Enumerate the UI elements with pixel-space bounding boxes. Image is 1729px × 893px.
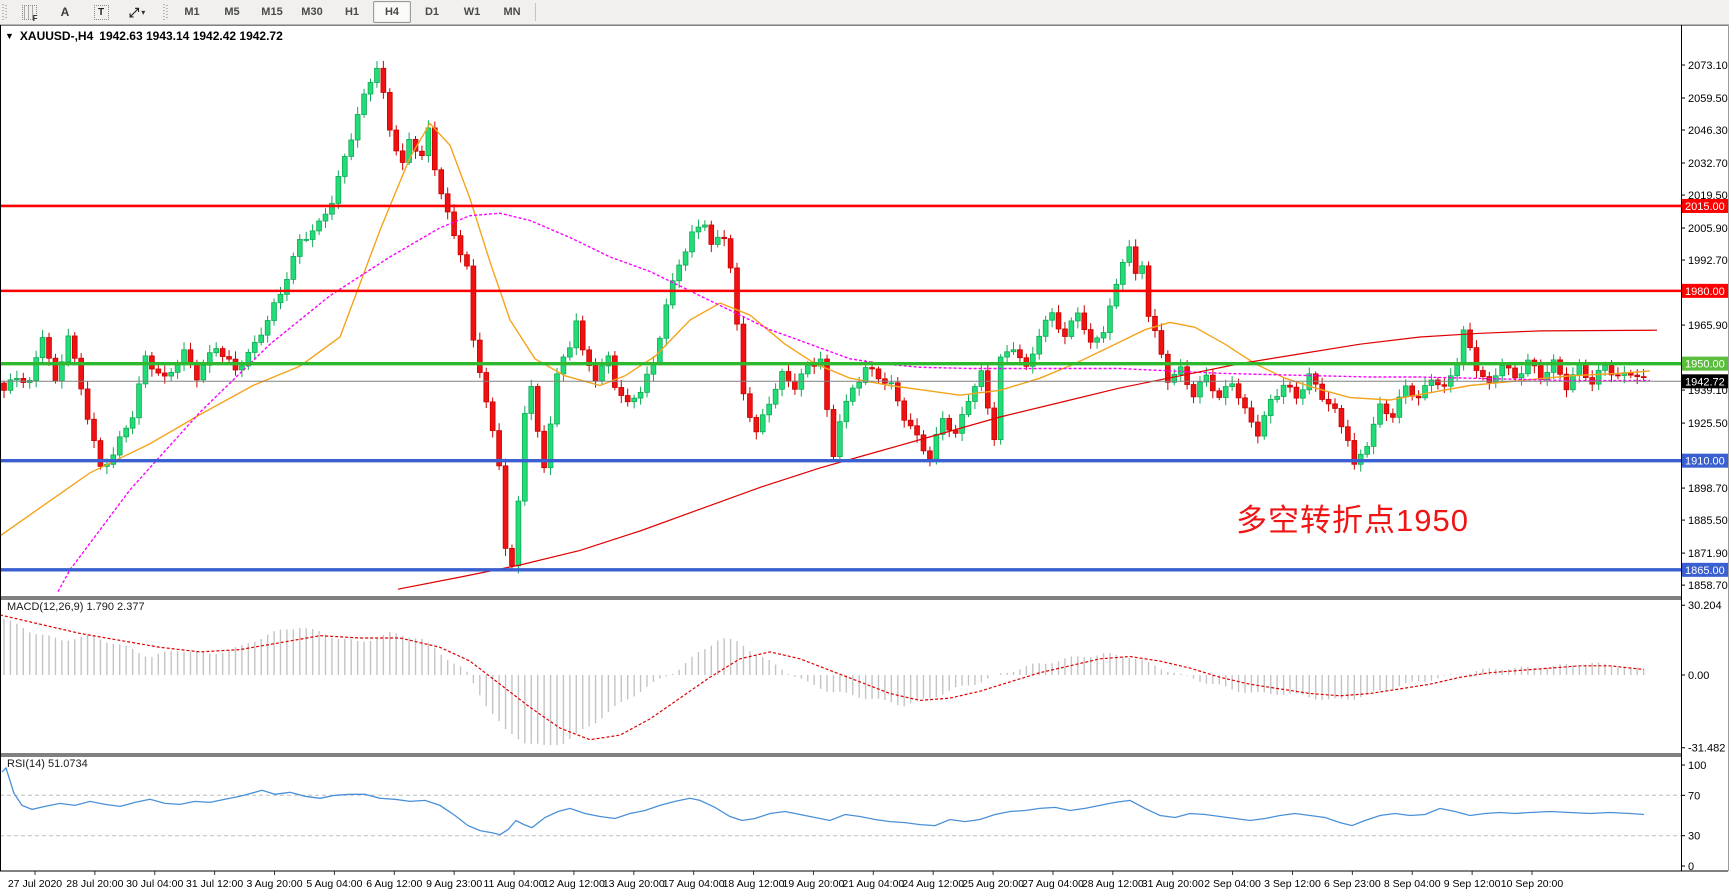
macd-panel[interactable]: 30.204 0.00 -31.482: [3, 600, 1725, 755]
svg-text:1992.70: 1992.70: [1688, 255, 1728, 267]
timeframe-button-m15[interactable]: M15: [261, 6, 283, 18]
svg-text:11 Aug 04:00: 11 Aug 04:00: [483, 878, 544, 890]
symbol-period-label: XAUUSD-,H4: [19, 29, 94, 43]
svg-text:28 Jul 20:00: 28 Jul 20:00: [66, 878, 123, 890]
svg-text:2046.30: 2046.30: [1688, 125, 1728, 137]
chart-text-annotation: 多空转折点1950: [1236, 503, 1469, 538]
svg-text:2032.70: 2032.70: [1688, 158, 1728, 170]
candlestick-series: [1, 60, 1647, 574]
svg-text:1858.70: 1858.70: [1688, 580, 1728, 592]
svg-text:30 Jul 04:00: 30 Jul 04:00: [126, 878, 183, 890]
crosshair-tool-button[interactable]: ⤢ ▾: [120, 1, 154, 23]
text-box-button[interactable]: T: [84, 1, 118, 23]
toolbar: F A T ⤢ ▾ M1 M5 M15 M30 H1 H4 D1 W1 MN: [0, 0, 1729, 25]
timeframe-button-d1[interactable]: D1: [424, 6, 440, 18]
svg-text:27 Jul 2020: 27 Jul 2020: [8, 878, 62, 890]
svg-text:8 Sep 04:00: 8 Sep 04:00: [1384, 878, 1441, 890]
rsi-panel[interactable]: 100 70 30 0: [0, 760, 1706, 873]
toolbar-grip[interactable]: [2, 4, 7, 20]
svg-text:17 Aug 04:00: 17 Aug 04:00: [663, 878, 725, 890]
svg-text:2005.90: 2005.90: [1688, 223, 1728, 235]
text-label-icon: A: [60, 5, 70, 19]
svg-text:9 Aug 23:00: 9 Aug 23:00: [426, 878, 482, 890]
svg-text:13 Aug 20:00: 13 Aug 20:00: [603, 878, 665, 890]
svg-text:27 Aug 04:00: 27 Aug 04:00: [1022, 878, 1084, 890]
svg-text:2059.50: 2059.50: [1688, 93, 1728, 105]
crosshair-arrows-icon: ⤢: [128, 4, 140, 20]
svg-text:1925.50: 1925.50: [1688, 418, 1728, 430]
svg-text:0.00: 0.00: [1688, 670, 1709, 682]
svg-text:1898.70: 1898.70: [1688, 483, 1728, 495]
svg-text:1885.50: 1885.50: [1688, 515, 1728, 527]
toolbar-grip[interactable]: [163, 4, 168, 20]
horizontal-level-lines[interactable]: [0, 204, 1681, 572]
svg-text:24 Aug 12:00: 24 Aug 12:00: [902, 878, 964, 890]
macd-indicator-label: MACD(12,26,9) 1.790 2.377: [7, 601, 145, 613]
svg-text:1871.90: 1871.90: [1688, 548, 1728, 560]
price-level-chip: 2015.00: [1682, 198, 1728, 213]
toolbar-separator: [535, 3, 536, 21]
svg-text:30.204: 30.204: [1688, 600, 1722, 612]
svg-text:31 Aug 20:00: 31 Aug 20:00: [1142, 878, 1204, 890]
svg-text:1910.00: 1910.00: [1685, 456, 1725, 468]
svg-text:5 Aug 04:00: 5 Aug 04:00: [306, 878, 362, 890]
chevron-down-icon: ▾: [141, 7, 146, 17]
chart-title: ▼ XAUUSD-,H4 1942.63 1943.14 1942.42 194…: [5, 29, 283, 43]
timeframe-button-m30[interactable]: M30: [301, 6, 323, 18]
svg-text:21 Aug 04:00: 21 Aug 04:00: [842, 878, 904, 890]
svg-text:1942.72: 1942.72: [1685, 376, 1725, 388]
svg-text:25 Aug 20:00: 25 Aug 20:00: [962, 878, 1024, 890]
svg-text:10 Sep 20:00: 10 Sep 20:00: [1501, 878, 1564, 890]
svg-text:2 Sep 04:00: 2 Sep 04:00: [1204, 878, 1261, 890]
svg-text:0: 0: [1688, 861, 1694, 873]
ohlc-values: 1942.63 1943.14 1942.42 1942.72: [99, 29, 283, 43]
svg-text:100: 100: [1688, 760, 1706, 772]
svg-text:1980.00: 1980.00: [1685, 286, 1725, 298]
svg-text:30: 30: [1688, 831, 1700, 843]
price-level-chip: 1980.00: [1682, 283, 1728, 298]
timeframe-group: M1 M5 M15 M30 H1 H4 D1 W1 MN: [172, 1, 532, 23]
svg-text:31 Jul 12:00: 31 Jul 12:00: [186, 878, 243, 890]
svg-text:-31.482: -31.482: [1688, 743, 1725, 755]
price-level-chip: 1942.72: [1682, 374, 1728, 389]
svg-text:1965.90: 1965.90: [1688, 320, 1728, 332]
moving-average-magenta: [57, 212, 1650, 593]
timeframe-button-h1[interactable]: H1: [344, 6, 360, 18]
svg-text:1865.00: 1865.00: [1685, 565, 1725, 577]
svg-text:19 Aug 20:00: 19 Aug 20:00: [782, 878, 844, 890]
price-axis[interactable]: 2073.102059.502046.302032.702019.502005.…: [1681, 60, 1728, 592]
timeframe-button-mn[interactable]: MN: [503, 6, 521, 18]
template-grid-button[interactable]: F: [12, 1, 46, 23]
svg-text:18 Aug 12:00: 18 Aug 12:00: [723, 878, 785, 890]
moving-average-red: [397, 329, 1658, 590]
svg-text:2073.10: 2073.10: [1688, 60, 1728, 72]
timeframe-button-h4[interactable]: H4: [373, 1, 411, 23]
rsi-line: [1, 766, 1645, 836]
price-level-chip: 1910.00: [1682, 453, 1728, 468]
svg-text:3 Sep 12:00: 3 Sep 12:00: [1264, 878, 1321, 890]
text-box-icon: T: [93, 4, 109, 20]
svg-text:1950.00: 1950.00: [1685, 359, 1725, 371]
svg-text:6 Sep 23:00: 6 Sep 23:00: [1324, 878, 1381, 890]
svg-text:3 Aug 20:00: 3 Aug 20:00: [246, 878, 302, 890]
svg-text:6 Aug 12:00: 6 Aug 12:00: [366, 878, 422, 890]
timeframe-button-m5[interactable]: M5: [224, 6, 240, 18]
price-level-chip: 1865.00: [1682, 562, 1728, 577]
svg-text:70: 70: [1688, 790, 1700, 802]
date-axis[interactable]: 27 Jul 2020 28 Jul 20:00 30 Jul 04:00 31 Ju…: [8, 871, 1564, 890]
rsi-indicator-label: RSI(14) 51.0734: [7, 758, 88, 770]
svg-text:9 Sep 12:00: 9 Sep 12:00: [1444, 878, 1501, 890]
svg-text:28 Aug 12:00: 28 Aug 12:00: [1082, 878, 1144, 890]
svg-text:2015.00: 2015.00: [1685, 201, 1725, 213]
collapse-triangle-icon[interactable]: ▼: [5, 31, 14, 41]
timeframe-button-w1[interactable]: W1: [463, 6, 481, 18]
timeframe-button-m1[interactable]: M1: [184, 6, 200, 18]
template-grid-icon: F: [21, 4, 38, 23]
text-label-button[interactable]: A: [48, 1, 82, 23]
price-level-chip: 1950.00: [1682, 356, 1728, 371]
svg-text:12 Aug 12:00: 12 Aug 12:00: [543, 878, 605, 890]
